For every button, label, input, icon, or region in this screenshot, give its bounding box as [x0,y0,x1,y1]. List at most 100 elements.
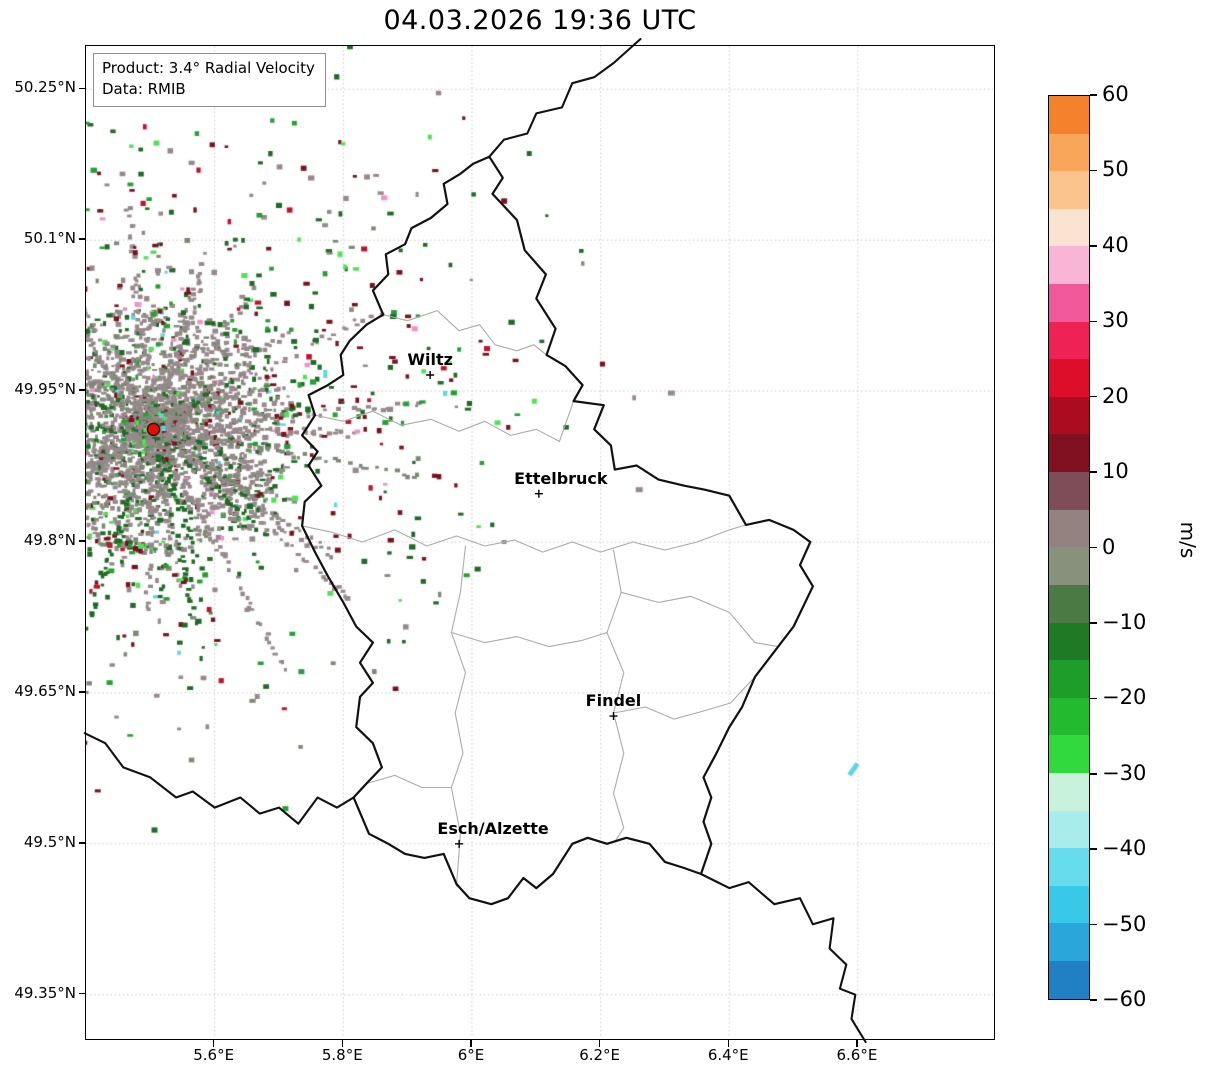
canton-border [314,400,575,442]
colorbar-tick-mark [1090,320,1097,322]
colorbar-tick-mark [1090,94,1097,96]
product-info-box: Product: 3.4° Radial Velocity Data: RMIB [93,53,326,107]
colorbar-tick-label: 0 [1102,534,1116,559]
colorbar-tick-label: 30 [1102,308,1129,333]
colorbar-tick-label: −60 [1102,987,1147,1011]
colorbar-tick-mark [1090,245,1097,247]
colorbar-tick-label: −30 [1102,760,1147,785]
lat-tick-mark [78,238,85,240]
colorbar-tick-label: −10 [1102,609,1147,634]
colorbar-band [1049,246,1089,285]
colorbar-tick-mark [1090,169,1097,172]
colorbar-band [1049,434,1089,473]
lat-tick-mark [78,992,85,995]
colorbar-band [1049,472,1089,510]
product-info-line1: Product: 3.4° Radial Velocity [102,59,315,77]
lon-tick-label: 6.6°E [836,1046,878,1064]
colorbar-band [1049,321,1089,360]
colorbar-tick-mark [1090,697,1097,700]
colorbar-band [1049,622,1089,661]
city-marker-ettelbruck [534,489,543,498]
colorbar-band [1049,923,1089,962]
city-label-ettelbruck: Ettelbruck [514,468,608,488]
colorbar-band [1049,848,1089,886]
lon-tick-mark [598,1040,601,1047]
colorbar-tick-mark [1090,471,1097,473]
lat-tick-mark [78,842,85,844]
lat-tick-mark [78,691,85,693]
colorbar-band [1049,396,1089,435]
colorbar-band [1049,697,1089,736]
lat-tick-label: 50.1°N [23,229,76,248]
colorbar-band [1049,359,1089,397]
lat-tick-mark [78,389,85,391]
colorbar-band [1049,133,1089,172]
national-border [83,732,355,825]
canton-border [301,524,747,553]
colorbar [1048,95,1090,1000]
colorbar-band [1049,961,1089,999]
city-marker-esch-alzette [455,839,464,848]
colorbar-tick-mark [1090,622,1097,624]
lat-tick-label: 49.65°N [14,681,76,700]
canton-border [450,545,467,887]
product-info-line2: Data: RMIB [102,80,186,99]
lon-tick-mark [212,1040,215,1047]
colorbar-band [1049,509,1089,548]
lat-tick-label: 50.25°N [14,78,76,97]
lon-tick-label: 5.6°E [193,1046,235,1064]
lon-tick-label: 6°E [457,1046,485,1064]
colorbar-band [1049,284,1089,322]
colorbar-unit-label: m/s [1176,521,1200,559]
colorbar-band [1049,584,1089,623]
lat-tick-label: 49.95°N [14,380,76,399]
colorbar-tick-label: 40 [1102,232,1129,257]
lat-tick-label: 49.5°N [23,832,76,851]
colorbar-band [1049,96,1089,134]
colorbar-band [1049,208,1089,247]
colorbar-tick-label: −40 [1102,836,1147,861]
colorbar-tick-mark [1090,546,1097,549]
canton-border [450,631,608,648]
colorbar-band [1049,660,1089,698]
lon-tick-mark [727,1040,729,1047]
lat-tick-label: 49.35°N [14,983,76,1002]
canton-border [612,676,756,720]
city-label-findel: Findel [585,691,642,711]
lat-tick-mark [78,87,85,89]
lon-tick-label: 6.2°E [579,1046,621,1064]
country-border-luxembourg [301,155,814,906]
colorbar-band [1049,735,1089,773]
national-border [488,37,642,158]
canton-border [382,310,548,356]
colorbar-tick-mark [1090,923,1097,926]
colorbar-band [1049,810,1089,849]
colorbar-band [1049,171,1089,209]
map-axes: Product: 3.4° Radial Velocity Data: RMIB… [83,37,995,1044]
colorbar-tick-mark [1090,395,1097,398]
lon-tick-mark [470,1040,472,1047]
colorbar-tick-label: 10 [1102,459,1129,484]
city-marker-findel [609,712,618,721]
colorbar-tick-mark [1090,773,1097,775]
colorbar-tick-label: −50 [1102,911,1147,936]
colorbar-band [1049,547,1089,585]
colorbar-tick-label: −20 [1102,685,1147,710]
canton-border [365,774,452,789]
city-label-esch-alzette: Esch/Alzette [437,818,549,838]
colorbar-band [1049,885,1089,924]
radar-site-marker [146,422,161,437]
colorbar-tick-label: 20 [1102,383,1129,408]
national-border [699,872,867,1044]
city-marker-wiltz [426,370,435,379]
lat-tick-mark [78,540,85,542]
colorbar-tick-label: 50 [1102,157,1129,182]
colorbar-tick-label: 60 [1102,82,1129,106]
plot-title: 04.03.2026 19:36 UTC [383,5,697,36]
canton-border [620,591,779,648]
city-label-wiltz: Wiltz [407,349,453,369]
colorbar-tick-mark [1090,999,1097,1001]
colorbar-band [1049,772,1089,811]
velocity-field-canvas [86,46,993,1038]
